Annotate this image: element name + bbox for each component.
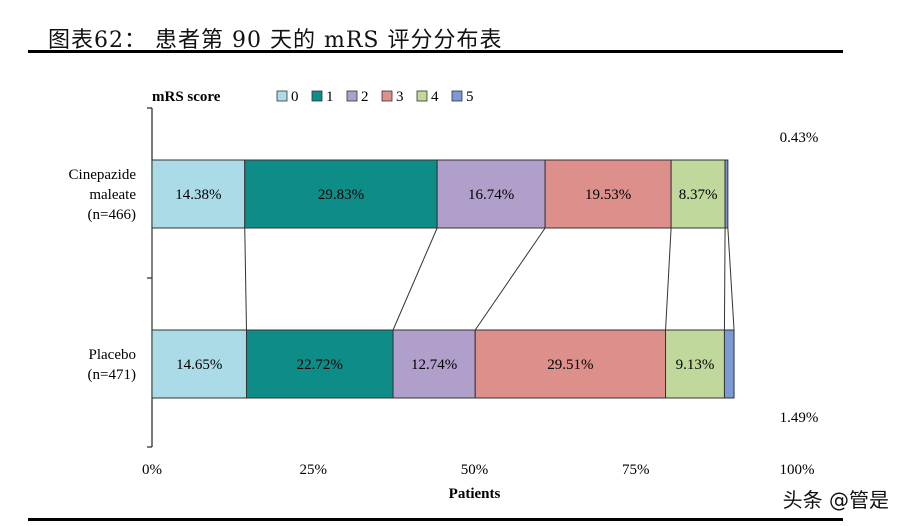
connector-line — [474, 227, 546, 331]
legend-label-3: 3 — [396, 89, 404, 105]
data-label: 0.43% — [780, 130, 819, 146]
data-label: 9.13% — [676, 357, 715, 373]
top-rule — [28, 50, 843, 53]
category-label: maleate — [89, 187, 136, 203]
data-label: 8.37% — [679, 187, 718, 203]
legend-swatch-0 — [276, 90, 288, 102]
legend-label-4: 4 — [431, 89, 439, 105]
data-label: 12.74% — [411, 357, 457, 373]
category-label: Cinepazide — [69, 167, 137, 183]
legend-label-5: 5 — [466, 89, 474, 105]
connector-line — [392, 227, 438, 331]
bar-segment-3 — [474, 329, 667, 399]
connector-line — [727, 227, 735, 331]
x-tick-label: 0% — [142, 462, 162, 478]
legend-label-1: 1 — [326, 89, 334, 105]
x-tick-label: 25% — [300, 462, 328, 478]
bottom-rule — [28, 518, 843, 521]
watermark: 头条 @管是 — [782, 488, 889, 512]
data-label: 22.72% — [297, 357, 343, 373]
category-label: (n=466) — [88, 207, 136, 223]
data-label: 19.53% — [585, 187, 631, 203]
bar-segment-5 — [723, 329, 735, 399]
bar-segment-0 — [151, 159, 246, 229]
data-label: 14.38% — [175, 187, 221, 203]
category-label: Placebo — [89, 347, 136, 363]
category-label: (n=471) — [88, 367, 136, 383]
connector-line — [665, 227, 672, 331]
legend-swatch-5 — [451, 90, 463, 102]
data-label: 14.65% — [176, 357, 222, 373]
bar-segment-2 — [392, 329, 476, 399]
bar-segment-2 — [436, 159, 546, 229]
bar-segment-4 — [665, 329, 725, 399]
legend-swatch-1 — [311, 90, 323, 102]
data-label: 16.74% — [468, 187, 514, 203]
legend-title: mRS score — [152, 89, 221, 105]
page-title: 图表62： 患者第 90 天的 mRS 评分分布表 — [48, 28, 503, 53]
data-label: 29.51% — [547, 357, 593, 373]
bar-segment-5 — [724, 159, 729, 229]
connector-line — [723, 227, 726, 331]
x-tick-label: 100% — [780, 462, 815, 478]
connector-line — [244, 227, 247, 331]
bar-segment-3 — [544, 159, 672, 229]
x-axis-title: Patients — [449, 486, 501, 502]
legend-swatch-2 — [346, 90, 358, 102]
bar-segment-1 — [244, 159, 438, 229]
legend-label-0: 0 — [291, 89, 299, 105]
legend-label-2: 2 — [361, 89, 369, 105]
data-label: 29.83% — [318, 187, 364, 203]
bar-segment-4 — [670, 159, 726, 229]
legend-swatch-4 — [416, 90, 428, 102]
x-tick-label: 75% — [622, 462, 650, 478]
legend-swatch-3 — [381, 90, 393, 102]
x-tick-label: 50% — [461, 462, 489, 478]
data-label: 1.49% — [780, 410, 819, 426]
